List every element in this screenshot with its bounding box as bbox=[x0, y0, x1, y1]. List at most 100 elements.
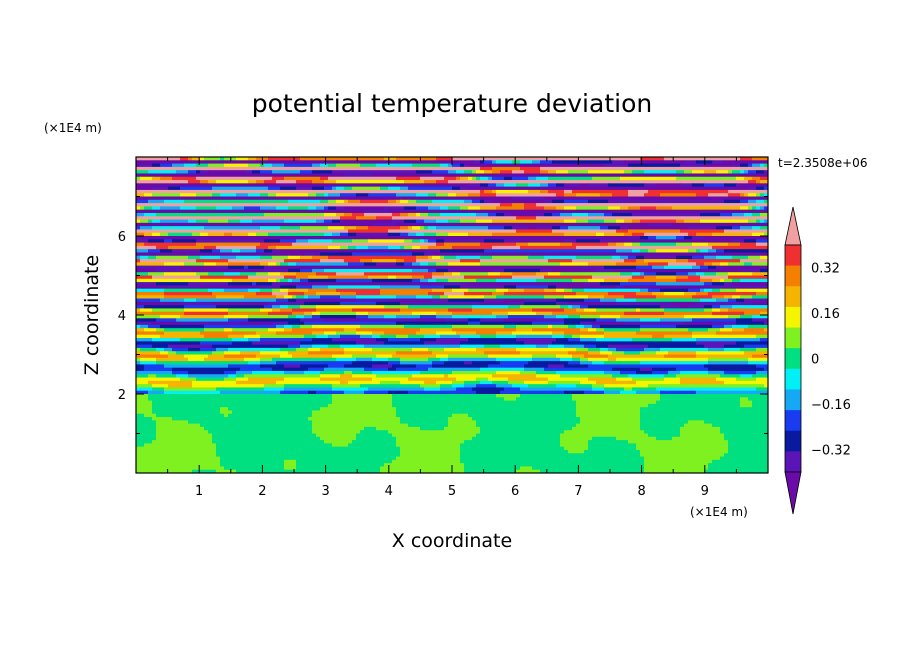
field-cell bbox=[360, 318, 417, 323]
field-cell bbox=[328, 334, 341, 339]
field-cell bbox=[740, 295, 753, 300]
field-cell bbox=[196, 193, 213, 198]
field-cell bbox=[400, 232, 409, 237]
field-cell bbox=[656, 282, 705, 286]
field-cell bbox=[484, 351, 521, 356]
field-cell bbox=[712, 245, 768, 250]
field-cell bbox=[572, 394, 661, 398]
field-cell bbox=[448, 298, 485, 303]
field-cell bbox=[392, 459, 461, 464]
field-cell bbox=[284, 466, 297, 471]
colorbar-band bbox=[785, 410, 801, 432]
field-cell bbox=[216, 387, 265, 392]
field-cell bbox=[228, 259, 285, 263]
field-cell bbox=[312, 163, 321, 168]
field-cell bbox=[548, 176, 593, 181]
field-cell bbox=[148, 397, 333, 402]
field-cell bbox=[312, 285, 329, 290]
field-cell bbox=[204, 426, 313, 431]
field-cell bbox=[728, 440, 768, 444]
field-cell bbox=[196, 219, 209, 224]
field-cell bbox=[452, 272, 461, 277]
field-cell bbox=[432, 170, 449, 175]
field-cell bbox=[220, 249, 233, 254]
field-cell bbox=[460, 259, 481, 263]
field-cell bbox=[328, 403, 393, 408]
field-cell bbox=[180, 338, 233, 342]
field-cell bbox=[496, 370, 521, 375]
field-cell bbox=[180, 186, 213, 191]
field-cell bbox=[500, 344, 537, 349]
field-cell bbox=[320, 295, 341, 300]
field-cell bbox=[716, 265, 725, 270]
field-cell bbox=[748, 255, 761, 260]
field-cell bbox=[488, 377, 509, 382]
field-cell bbox=[340, 380, 349, 385]
field-cell bbox=[524, 301, 557, 306]
field-cell bbox=[184, 199, 289, 204]
field-cell bbox=[244, 170, 253, 175]
field-cell bbox=[688, 272, 697, 277]
field-cell bbox=[480, 262, 561, 267]
field-cell bbox=[196, 242, 261, 247]
field-cell bbox=[720, 374, 741, 379]
field-cell bbox=[216, 262, 229, 267]
field-cell bbox=[568, 361, 581, 365]
field-cell bbox=[280, 285, 297, 290]
field-cell bbox=[616, 242, 625, 247]
field-cell bbox=[204, 262, 217, 267]
field-cell bbox=[732, 239, 745, 244]
field-cell bbox=[344, 219, 393, 224]
field-cell bbox=[524, 203, 537, 207]
field-cell bbox=[620, 282, 657, 286]
field-cell bbox=[604, 334, 653, 339]
field-cell bbox=[620, 370, 637, 375]
field-cell bbox=[340, 219, 345, 224]
field-cell bbox=[148, 199, 165, 204]
field-cell bbox=[632, 212, 701, 217]
field-cell bbox=[180, 157, 189, 161]
field-cell bbox=[752, 212, 761, 217]
field-cell bbox=[148, 380, 193, 385]
field-cell bbox=[292, 308, 317, 313]
field-cell bbox=[516, 242, 529, 247]
field-cell bbox=[432, 255, 441, 260]
field-cell bbox=[172, 239, 197, 244]
field-cell bbox=[224, 272, 241, 277]
field-cell bbox=[572, 278, 589, 283]
field-cell bbox=[624, 321, 685, 326]
field-cell bbox=[428, 268, 437, 273]
field-cell bbox=[208, 170, 245, 175]
field-cell bbox=[576, 347, 589, 352]
field-cell bbox=[196, 377, 225, 382]
field-cell bbox=[708, 370, 725, 375]
field-cell bbox=[480, 242, 517, 247]
field-cell bbox=[480, 189, 485, 194]
field-cell bbox=[292, 295, 297, 300]
field-cell bbox=[416, 259, 461, 263]
field-cell bbox=[576, 193, 601, 198]
field-cell bbox=[328, 275, 369, 280]
field-cell bbox=[236, 374, 245, 379]
field-cell bbox=[300, 255, 313, 260]
field-cell bbox=[540, 166, 768, 171]
field-cell bbox=[764, 367, 768, 372]
field-cell bbox=[148, 249, 161, 254]
field-cell bbox=[140, 347, 157, 352]
field-cell bbox=[680, 370, 709, 375]
field-cell bbox=[632, 272, 641, 277]
field-cell bbox=[536, 216, 768, 221]
field-cell bbox=[288, 291, 305, 296]
field-cell bbox=[272, 163, 285, 168]
field-cell bbox=[464, 463, 645, 468]
field-cell bbox=[684, 170, 693, 175]
field-cell bbox=[136, 245, 157, 250]
field-cell bbox=[652, 334, 665, 339]
field-cell bbox=[468, 318, 481, 323]
field-cell bbox=[376, 301, 401, 306]
field-cell bbox=[320, 311, 357, 316]
field-cell bbox=[136, 430, 157, 435]
field-cell bbox=[424, 180, 437, 184]
field-cell bbox=[512, 384, 529, 389]
